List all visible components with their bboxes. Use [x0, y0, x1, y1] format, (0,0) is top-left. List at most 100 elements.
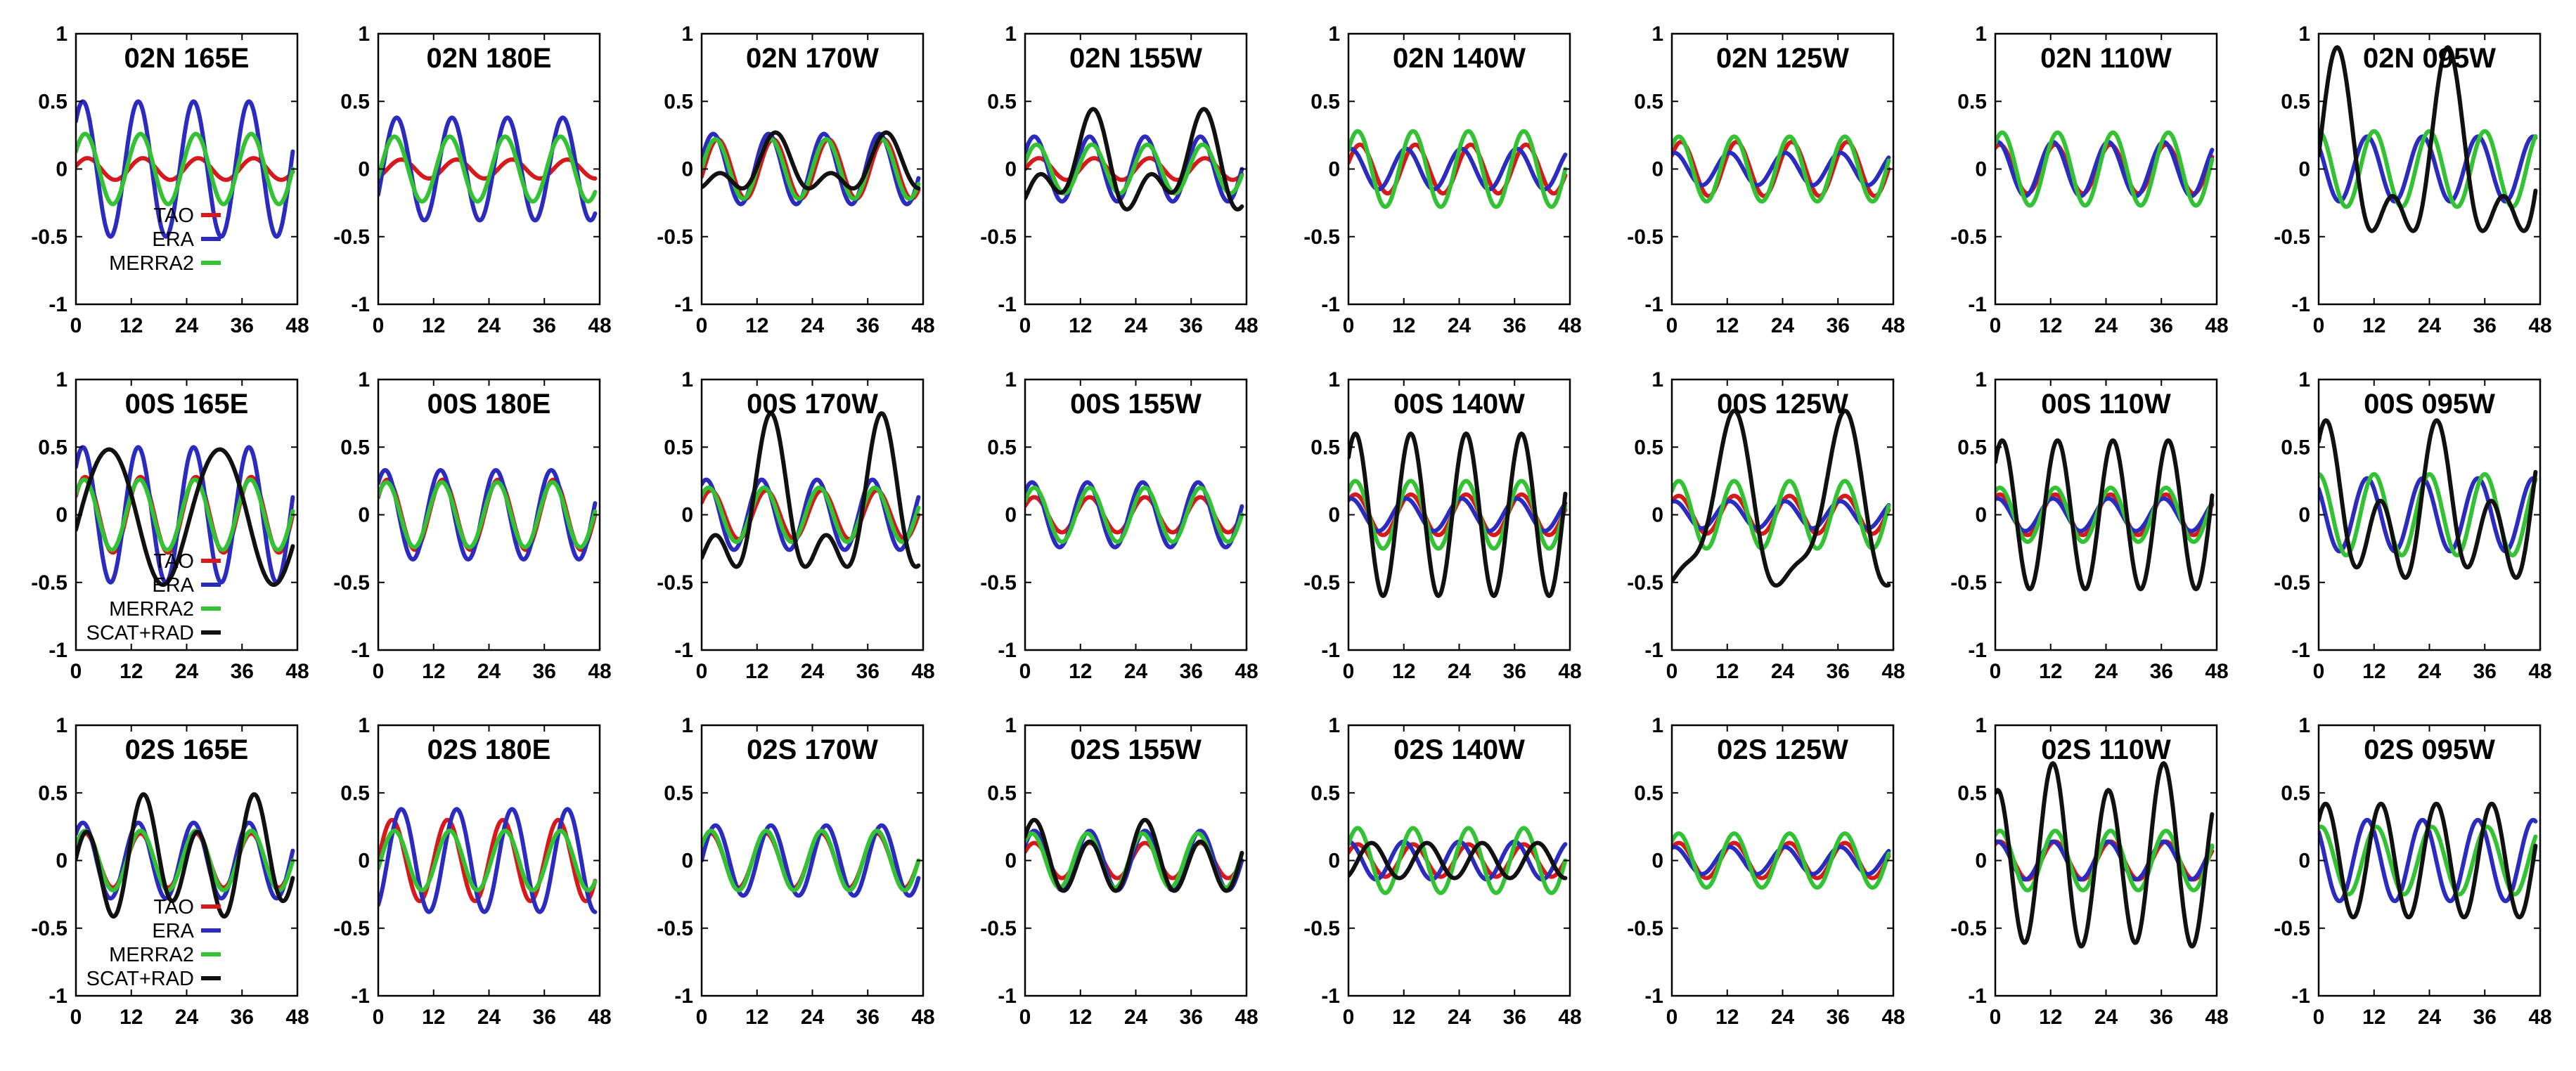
series-group: [76, 99, 295, 239]
x-tick-label: 48: [1235, 660, 1258, 683]
series-line-era: [378, 115, 598, 223]
x-tick-label: 24: [801, 314, 825, 337]
series-line-merra2: [702, 137, 921, 201]
y-tick-label: 0.5: [1310, 436, 1340, 459]
y-tick-label: 1: [56, 22, 67, 46]
y-tick-label: 0.5: [1634, 781, 1663, 805]
x-tick-label: 24: [477, 1006, 501, 1029]
series-group: [702, 411, 921, 569]
x-tick-label: 0: [1343, 660, 1355, 683]
panel-title: 00S 170W: [747, 389, 878, 420]
x-tick-label: 36: [2473, 314, 2497, 337]
y-tick-label: 0: [1651, 504, 1663, 527]
x-tick-label: 24: [1771, 660, 1795, 683]
x-tick-label: 12: [422, 1006, 445, 1029]
x-tick-label: 12: [1715, 1006, 1739, 1029]
x-tick-label: 48: [1881, 1006, 1905, 1029]
panel-title: 02S 170W: [747, 734, 878, 765]
y-tick-label: -0.5: [657, 226, 693, 249]
series-group: [2319, 418, 2538, 580]
panel-title: 02S 095W: [2364, 734, 2495, 765]
x-tick-label: 36: [856, 314, 880, 337]
y-tick-label: 0.5: [1634, 90, 1663, 113]
x-tick-label: 12: [745, 314, 768, 337]
y-tick-label: -1: [2291, 985, 2310, 1008]
x-tick-label: 48: [2528, 660, 2551, 683]
series-line-merra2: [2319, 129, 2538, 209]
y-tick-label: 0.5: [1310, 781, 1340, 805]
x-tick-label: 24: [801, 1006, 825, 1029]
y-tick-label: -0.5: [657, 571, 693, 595]
y-tick-label: -0.5: [1627, 571, 1663, 595]
y-tick-label: 0: [2298, 158, 2310, 181]
x-tick-label: 12: [2362, 1006, 2385, 1029]
y-tick-label: 0: [1651, 158, 1663, 181]
x-tick-label: 12: [422, 314, 445, 337]
series-line-merra2: [378, 829, 598, 892]
y-tick-label: -1: [1321, 985, 1340, 1008]
x-tick-label: 48: [285, 314, 309, 337]
y-tick-label: 0.5: [664, 781, 693, 805]
x-tick-label: 48: [2528, 1006, 2551, 1029]
x-tick-label: 24: [175, 1006, 199, 1029]
y-tick-label: 0.5: [38, 90, 67, 113]
x-tick-label: 0: [1019, 314, 1031, 337]
series-line-scat-rad: [76, 792, 295, 919]
x-tick-label: 12: [1392, 1006, 1415, 1029]
series-line-tao: [76, 156, 295, 182]
y-tick-label: -1: [1321, 639, 1340, 662]
y-tick-label: 1: [1651, 714, 1663, 737]
panel-title: 00S 155W: [1070, 389, 1202, 420]
x-tick-label: 0: [1990, 314, 2002, 337]
y-tick-label: -1: [49, 985, 67, 1008]
series-group: [1672, 831, 1891, 890]
x-tick-label: 24: [1124, 314, 1148, 337]
x-tick-label: 0: [696, 314, 708, 337]
y-tick-label: 0.5: [1634, 436, 1663, 459]
x-tick-label: 0: [373, 314, 385, 337]
panel-title: 02S 125W: [1717, 734, 1848, 765]
x-tick-label: 24: [175, 314, 199, 337]
y-tick-label: 0: [358, 850, 370, 873]
y-tick-label: -0.5: [1627, 917, 1663, 940]
y-tick-label: 1: [2298, 22, 2310, 46]
y-tick-label: 0.5: [2281, 436, 2310, 459]
y-tick-label: 0.5: [987, 436, 1017, 459]
x-tick-label: 36: [1503, 314, 1526, 337]
x-tick-label: 36: [533, 1006, 556, 1029]
y-tick-label: -0.5: [980, 571, 1017, 595]
y-tick-label: 1: [358, 714, 370, 737]
y-tick-label: -0.5: [1303, 917, 1340, 940]
series-line-scat-rad: [2319, 418, 2538, 580]
y-tick-label: -0.5: [1950, 226, 1987, 249]
legend-label-tao: TAO: [154, 205, 194, 227]
y-tick-label: 1: [358, 368, 370, 391]
x-tick-label: 12: [1069, 660, 1092, 683]
y-tick-label: -0.5: [31, 917, 67, 940]
series-line-merra2: [1995, 130, 2215, 208]
x-tick-label: 12: [2362, 314, 2385, 337]
y-tick-label: 0: [56, 504, 67, 527]
y-tick-label: 0.5: [340, 436, 370, 459]
x-tick-label: 0: [373, 1006, 385, 1029]
y-tick-label: -0.5: [980, 226, 1017, 249]
y-tick-label: -0.5: [333, 917, 370, 940]
legend-label-tao: TAO: [154, 550, 194, 573]
y-tick-label: -0.5: [31, 226, 67, 249]
x-tick-label: 12: [745, 660, 768, 683]
y-tick-label: 1: [56, 368, 67, 391]
series-group: [1348, 129, 1568, 209]
series-line-merra2: [702, 486, 921, 544]
x-tick-label: 36: [1503, 1006, 1526, 1029]
series-group: [2319, 45, 2538, 233]
x-tick-label: 12: [2362, 660, 2385, 683]
